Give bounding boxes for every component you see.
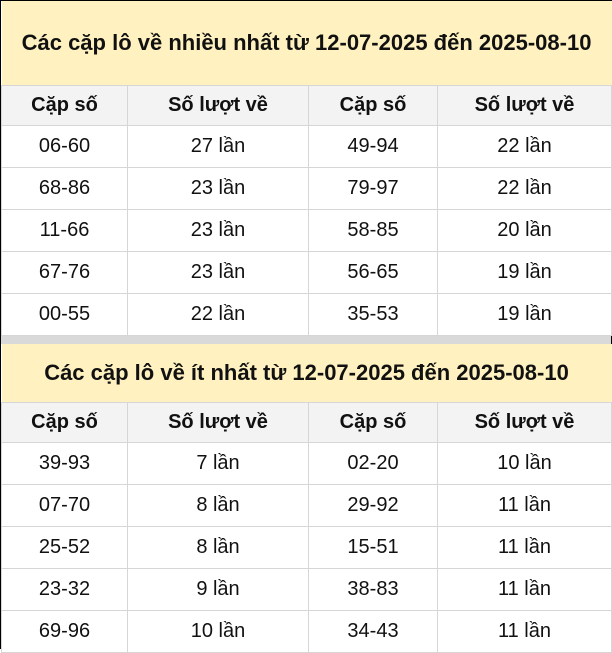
column-header: Cặp số <box>1 402 128 443</box>
pair-cell: 79-97 <box>308 167 438 210</box>
column-header: Cặp số <box>308 402 438 443</box>
pair-cell: 67-76 <box>1 251 128 294</box>
column-header: Số lượt về <box>436 85 612 126</box>
table-separator <box>1 336 611 344</box>
pair-cell: 25-52 <box>1 526 128 569</box>
count-cell: 11 lần <box>437 526 612 569</box>
pair-cell: 34-43 <box>308 610 438 653</box>
count-cell: 11 lần <box>437 568 612 611</box>
count-cell: 23 lần <box>127 209 309 252</box>
table-row: 39-93 7 lần 02-20 10 lần <box>1 442 612 485</box>
pair-cell: 11-66 <box>1 209 128 252</box>
table-row: 69-96 10 lần 34-43 11 lần <box>1 610 612 653</box>
table-title: Các cặp lô về nhiều nhất từ 12-07-2025 đ… <box>1 1 612 86</box>
pair-cell: 06-60 <box>1 125 128 168</box>
pair-cell: 49-94 <box>308 125 438 168</box>
pair-cell: 58-85 <box>308 209 438 252</box>
count-cell: 10 lần <box>437 442 612 485</box>
pair-cell: 35-53 <box>308 293 438 336</box>
table-title: Các cặp lô về ít nhất từ 12-07-2025 đến … <box>1 344 612 403</box>
count-cell: 20 lần <box>436 209 612 252</box>
pair-cell: 39-93 <box>1 442 128 485</box>
count-cell: 23 lần <box>127 251 309 294</box>
count-cell: 11 lần <box>437 610 612 653</box>
header-row: Cặp số Số lượt về Cặp số Số lượt về <box>1 85 612 126</box>
pair-cell: 00-55 <box>1 293 128 336</box>
pair-cell: 23-32 <box>1 568 128 611</box>
count-cell: 27 lần <box>127 125 309 168</box>
pair-cell: 15-51 <box>308 526 438 569</box>
table-row: 11-66 23 lần 58-85 20 lần <box>1 209 612 252</box>
header-row: Cặp số Số lượt về Cặp số Số lượt về <box>1 402 612 443</box>
count-cell: 19 lần <box>436 251 612 294</box>
table-row: 07-70 8 lần 29-92 11 lần <box>1 484 612 527</box>
count-cell: 8 lần <box>127 484 309 527</box>
count-cell: 8 lần <box>127 526 309 569</box>
count-cell: 19 lần <box>436 293 612 336</box>
count-cell: 7 lần <box>127 442 309 485</box>
pair-cell: 68-86 <box>1 167 128 210</box>
count-cell: 9 lần <box>127 568 309 611</box>
count-cell: 10 lần <box>127 610 309 653</box>
pair-cell: 02-20 <box>308 442 438 485</box>
column-header: Cặp số <box>1 85 128 126</box>
count-cell: 11 lần <box>437 484 612 527</box>
pair-cell: 29-92 <box>308 484 438 527</box>
column-header: Số lượt về <box>127 402 309 443</box>
table-row: 23-32 9 lần 38-83 11 lần <box>1 568 612 611</box>
pair-cell: 07-70 <box>1 484 128 527</box>
pair-cell: 38-83 <box>308 568 438 611</box>
count-cell: 22 lần <box>436 125 612 168</box>
count-cell: 23 lần <box>127 167 309 210</box>
least-frequent-pairs-table: Các cặp lô về ít nhất từ 12-07-2025 đến … <box>1 344 612 653</box>
column-header: Số lượt về <box>437 402 612 443</box>
table-row: 67-76 23 lần 56-65 19 lần <box>1 251 612 294</box>
table-row: 06-60 27 lần 49-94 22 lần <box>1 125 612 168</box>
table-row: 00-55 22 lần 35-53 19 lần <box>1 293 612 336</box>
pair-cell: 69-96 <box>1 610 128 653</box>
count-cell: 22 lần <box>127 293 309 336</box>
pair-cell: 56-65 <box>308 251 438 294</box>
count-cell: 22 lần <box>436 167 612 210</box>
column-header: Cặp số <box>308 85 438 126</box>
column-header: Số lượt về <box>127 85 309 126</box>
most-frequent-pairs-table: Các cặp lô về nhiều nhất từ 12-07-2025 đ… <box>1 1 612 336</box>
table-row: 68-86 23 lần 79-97 22 lần <box>1 167 612 210</box>
table-row: 25-52 8 lần 15-51 11 lần <box>1 526 612 569</box>
